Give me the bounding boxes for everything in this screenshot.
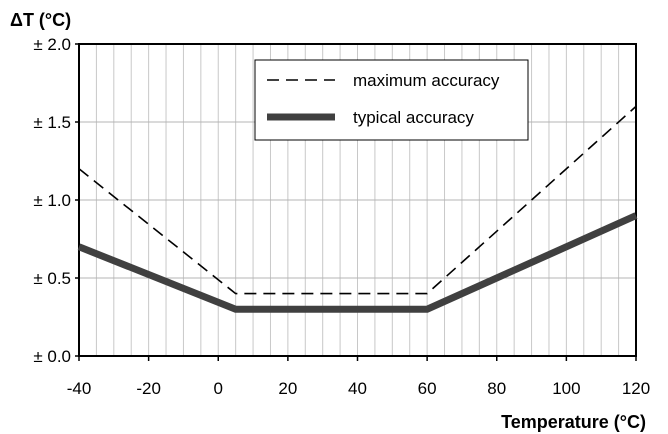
x-tick-label: 20 <box>278 379 297 398</box>
x-tick-label: -20 <box>136 379 161 398</box>
legend-box <box>254 59 529 141</box>
legend-label-maximum-accuracy: maximum accuracy <box>353 71 500 90</box>
y-tick-label: ± 0.5 <box>33 269 71 288</box>
series-layer <box>77 105 638 313</box>
x-tick-label: 0 <box>214 379 223 398</box>
x-tick-label: 80 <box>487 379 506 398</box>
legend: maximum accuracy typical accuracy <box>254 59 529 141</box>
y-tick-label: ± 0.0 <box>33 347 71 366</box>
x-tick-label: 120 <box>622 379 650 398</box>
y-axis-label: ΔT (°C) <box>10 10 71 30</box>
series-line-maximum-accuracy <box>78 105 637 295</box>
x-axis-label: Temperature (°C) <box>501 412 646 432</box>
series-line-typical-accuracy <box>77 212 638 313</box>
y-tick-label: ± 2.0 <box>33 35 71 54</box>
x-tick-labels: -40 -20 0 20 40 60 80 100 120 <box>67 356 650 398</box>
legend-label-typical-accuracy: typical accuracy <box>353 108 474 127</box>
x-tick-label: 100 <box>552 379 580 398</box>
x-tick-label: 40 <box>348 379 367 398</box>
y-tick-label: ± 1.5 <box>33 113 71 132</box>
x-tick-label: -40 <box>67 379 92 398</box>
y-tick-label: ± 1.0 <box>33 191 71 210</box>
x-tick-label: 60 <box>418 379 437 398</box>
y-tick-labels: ± 0.0 ± 0.5 ± 1.0 ± 1.5 ± 2.0 <box>33 35 79 366</box>
